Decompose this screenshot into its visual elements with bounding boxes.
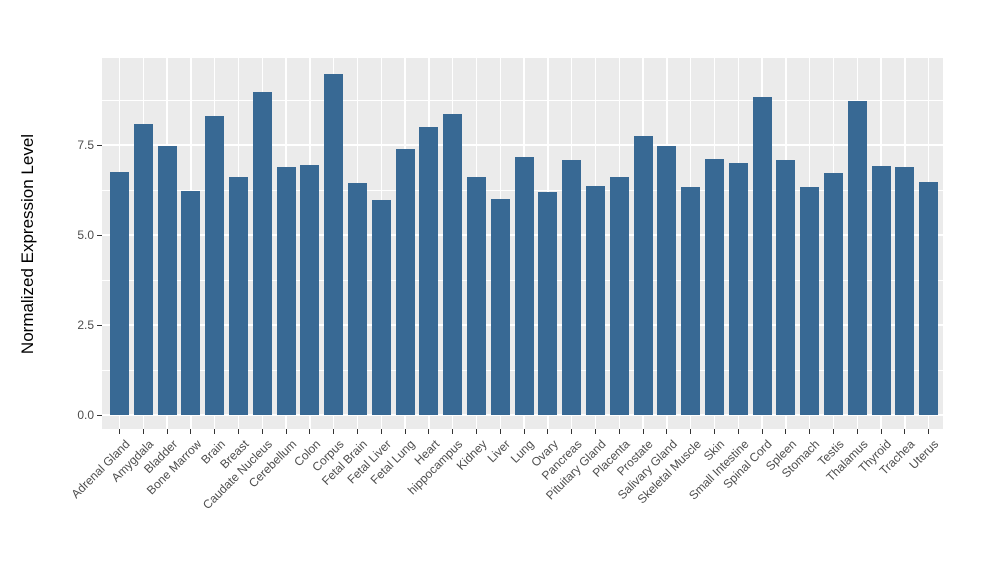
bar-spleen	[776, 159, 796, 415]
bar-bone-marrow	[181, 191, 201, 415]
x-tick-mark	[476, 429, 477, 434]
x-tick-mark	[547, 429, 549, 434]
x-tick-mark	[761, 429, 763, 434]
x-tick-mark	[285, 429, 287, 434]
bar-prostate	[633, 136, 653, 415]
y-tick-label: 5.0	[77, 228, 94, 242]
x-tick-mark	[571, 429, 573, 434]
bar-uterus	[919, 182, 939, 415]
bar-pancreas	[562, 159, 582, 415]
bar-skin	[705, 158, 724, 415]
bar-breast	[229, 177, 248, 415]
bar-testis	[824, 173, 843, 415]
x-tick-mark	[142, 429, 144, 434]
bar-amygdala	[133, 124, 153, 415]
bar-corpus	[324, 74, 344, 415]
x-tick-mark	[642, 429, 644, 434]
bar-stomach	[800, 187, 820, 415]
x-tick-mark	[618, 429, 620, 434]
x-tick-mark	[833, 429, 834, 434]
x-tick-mark	[809, 429, 811, 434]
y-tick-mark	[97, 414, 102, 416]
y-tick-mark	[97, 324, 102, 326]
bar-kidney	[467, 176, 486, 415]
bar-brain	[205, 115, 225, 415]
y-tick-mark	[97, 144, 102, 146]
bar-thyroid	[871, 165, 891, 415]
major-gridline	[102, 414, 943, 416]
x-tick-mark	[785, 429, 787, 434]
bar-adrenal-gland	[110, 172, 129, 415]
bar-fetal-brain	[348, 182, 367, 415]
bar-thalamus	[847, 101, 867, 415]
x-tick-mark	[856, 429, 858, 434]
x-tick-mark	[666, 429, 668, 434]
y-tick-label: 2.5	[77, 318, 94, 332]
bar-hippocampus	[443, 113, 463, 415]
x-tick-mark	[928, 429, 930, 434]
x-tick-mark	[166, 429, 168, 434]
y-tick-label: 7.5	[77, 138, 94, 152]
bar-cerebellum	[276, 167, 296, 415]
bar-salivary-gland	[657, 146, 677, 415]
bar-ovary	[538, 192, 558, 415]
x-tick-mark	[214, 429, 216, 434]
x-tick-mark	[904, 429, 906, 434]
bar-fetal-lung	[395, 148, 415, 415]
x-tick-mark	[357, 429, 358, 434]
x-tick-mark	[737, 429, 739, 434]
x-tick-mark	[309, 429, 311, 434]
x-tick-label: Liver	[484, 437, 514, 466]
bar-fetal-liver	[371, 200, 391, 415]
bar-skeletal-muscle	[681, 187, 701, 415]
x-tick-mark	[499, 429, 501, 434]
x-tick-mark	[261, 429, 263, 434]
x-tick-mark	[880, 429, 882, 434]
bar-pituitary-gland	[586, 186, 605, 415]
bar-lung	[514, 156, 534, 415]
x-tick-mark	[523, 429, 525, 434]
y-tick-label: 0.0	[77, 408, 94, 422]
bar-caudate-nucleus	[252, 91, 272, 415]
x-tick-mark	[595, 429, 596, 434]
x-tick-mark	[380, 429, 382, 434]
bar-spinal-cord	[752, 97, 772, 415]
x-tick-mark	[404, 429, 406, 434]
minor-gridline	[102, 99, 943, 101]
x-tick-mark	[714, 429, 715, 434]
x-tick-mark	[190, 429, 192, 434]
bar-heart	[419, 127, 439, 415]
plot-panel	[102, 58, 943, 429]
bar-liver	[490, 199, 510, 415]
x-tick-mark	[119, 429, 120, 434]
bar-small-intestine	[728, 163, 748, 415]
y-axis-title: Normalized Expression Level	[18, 133, 37, 355]
x-tick-mark	[690, 429, 692, 434]
bar-trachea	[895, 166, 915, 415]
y-tick-mark	[97, 234, 102, 236]
bar-placenta	[609, 176, 629, 415]
x-tick-mark	[428, 429, 430, 434]
bar-bladder	[157, 146, 177, 415]
x-tick-mark	[333, 429, 335, 434]
x-tick-mark	[238, 429, 239, 434]
major-gridline	[102, 144, 943, 146]
x-tick-mark	[452, 429, 454, 434]
bar-colon	[300, 165, 320, 415]
